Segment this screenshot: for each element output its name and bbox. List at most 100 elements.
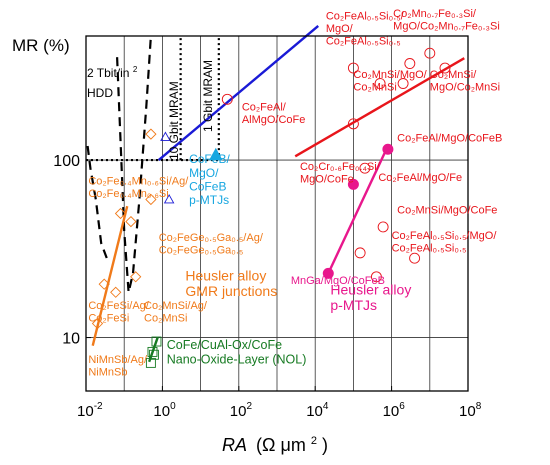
points-layer [91,47,451,368]
x-axis-title-sup: 2 [311,435,317,447]
ann-co2mn07fe03si-line: Co₂Mn₀.₇Fe₀.₃Si/ [393,8,477,20]
ann-co2fege05ga05-line: Co₂FeGe₀.₅Ga₀.₅ [159,244,244,256]
x-tick-exponent: 2 [246,401,252,412]
data-point-square [148,349,159,360]
ann-co2mnsi-mgo-co2mnsi-b-line: Co₂MnSi/ [430,69,477,81]
ann-co2cr06fe04si-line: MgO/CoFe [300,173,354,185]
ann-co2mnsi-ag-line: Co₂MnSi [144,312,187,324]
ann-co2feal05si05-mgo2-line: Co₂FeAl₀.₅Si₀.₅ [392,242,467,254]
trend-line-orange [91,205,129,346]
data-point-filled-circle [322,267,334,279]
data-point-circle [404,58,416,69]
y-tick-label: 10 [62,331,80,348]
x-tick-base: 10 [77,403,94,420]
ann-co2fe04mn06si-line: Co₂Fe₀.₄Mn₀.₆Si [88,188,168,200]
trend-line-blue [157,24,319,161]
hdd-label: 2 Tbit/in 2 [87,65,138,80]
ann-mnga-line: MnGa/MgO/CoFeB [291,275,385,287]
ann-co2feal05si05-line: Co₂FeAl₀.₅Si₀.₅ [326,35,401,47]
x-axis-title-italic: RA [222,435,247,455]
data-point-diamond [145,128,157,140]
x-tick-exponent: 0 [170,401,176,412]
ann-co2feal-mgo-fe-line: Co₂FeAl/MgO/Fe [378,172,462,184]
trend-line-green [148,337,159,363]
ann-co2fesi-line: Co₂FeSi/Ag/ [88,300,149,312]
data-point-filled-triangle [208,147,223,161]
ann-co2fege05ga05-line: Co₂FeGe₀.₅Ga₀.₅/Ag/ [159,232,264,244]
x-tick-base: 10 [153,403,170,420]
x-tick-exponent: 4 [323,401,329,412]
ann-co2feal05si05-line: Co₂FeAl₀.₅Si₀.₅/ [326,10,405,22]
data-point-circle [347,118,359,130]
hdd-limit-curve-left [86,145,108,259]
mram-1gbit-label: 1 Gbit MRAM [201,60,215,132]
data-point-filled-circle [347,178,359,190]
data-point-circle [409,252,421,264]
x-tick-label: 108 [459,401,482,420]
data-point-circle [374,78,386,89]
data-point-circle [347,62,359,74]
hdd-label-sup: 2 [133,65,138,74]
trend-line-red [294,57,465,158]
hdd-limit-curve [116,35,152,293]
ann-co2mnsi-mgo-co2mnsi-b-line: MgO/Co₂MnSi [430,81,500,93]
data-point-diamond [125,215,137,228]
data-point-circle [354,247,366,259]
ann-cofeb-pmtj-line: CoFeB/ [189,152,230,166]
hdd-label-line2: HDD [87,86,113,100]
ann-co2feal-almgo-line: AlMgO/CoFe [242,114,306,126]
ann-nol-line: CoFe/CuAl-Ox/CoFe [167,338,282,352]
ann-cofeb-pmtj-line: MgO/ [189,166,219,180]
ann-cofeb-pmtj-line: CoFeB [189,179,226,193]
x-tick-label: 106 [383,401,406,420]
x-tick-base: 10 [306,403,323,420]
ann-co2mnsi-mgo-co2mnsi-line: Co₂MnSi [353,81,396,93]
ann-nimnsb-line: NiMnSb [88,366,127,378]
ann-co2feal-almgo-line: Co₂FeAl/ [242,102,287,114]
data-point-square [147,346,158,357]
y-tick-label: 100 [53,153,80,170]
x-tick-exponent: 8 [476,401,482,412]
x-tick-exponent: -2 [94,401,103,412]
ann-heusler-pmtj-line: p-MTJs [330,297,377,313]
data-point-diamond [98,278,110,290]
ann-heusler-pmtj-line: Heusler alloy [330,281,411,297]
mram-10gbit-label: 10 Gbit MRAM [167,81,181,160]
ann-co2feal-mgo-cofeb-line: Co₂FeAl/MgO/CoFeB [397,133,502,145]
data-point-circle [221,93,233,105]
data-point-circle [370,271,382,283]
ann-co2mnsi-mgo-cofe-line: Co₂MnSi/MgO/CoFe [397,205,497,217]
x-tick-label: 102 [230,401,253,420]
hdd-label-line1: 2 Tbit/in [87,66,129,80]
data-point-circle [377,221,389,233]
data-point-circle [439,62,451,74]
data-point-diamond [110,286,122,298]
trend-line-magenta [327,145,389,274]
data-point-diamond [114,207,127,220]
data-point-diamond [145,193,157,206]
data-point-square [151,336,162,347]
data-point-square [145,357,156,368]
annotation-layer: CoFeB/MgO/CoFeB MTJsHeusler alloyMTJsCo₂… [88,8,502,378]
data-point-circle [424,47,436,59]
x-tick-base: 10 [383,403,400,420]
x-axis-title-unit: (Ω μm [256,435,306,455]
x-tick-base: 10 [459,403,476,420]
trend-layer [91,24,465,363]
plot-border [85,35,469,392]
ann-cofeb-pmtj-line: p-MTJs [189,193,229,207]
ann-co2feal05si05-line: MgO/ [326,23,354,35]
ann-co2mnsi-mgo-co2mnsi-line: Co₂MnSi/MgO/ [353,69,427,81]
ann-co2feal05si05-mgo2-line: Co₂FeAl₀.₅Si₀.₅/MgO/ [392,230,498,242]
data-point-circle [359,162,371,174]
ann-co2fesi-line: Co₂FeSi [88,312,129,324]
plot-frame [85,35,469,392]
ann-heusler-gmr-line: GMR junctions [185,283,277,299]
ann-nol-line: Nano-Oxide-Layer (NOL) [167,352,307,366]
data-point-triangle [160,131,171,141]
ann-co2mnsi-ag-line: Co₂MnSi/Ag/ [144,300,208,312]
ann-co2cr06fe04si-line: Co₂Cr₀.₆Fe₀.₄Si/ [300,161,381,173]
x-axis-title: RA (Ω μm 2 ) [222,428,328,455]
x-axis-title-close: ) [322,435,328,455]
